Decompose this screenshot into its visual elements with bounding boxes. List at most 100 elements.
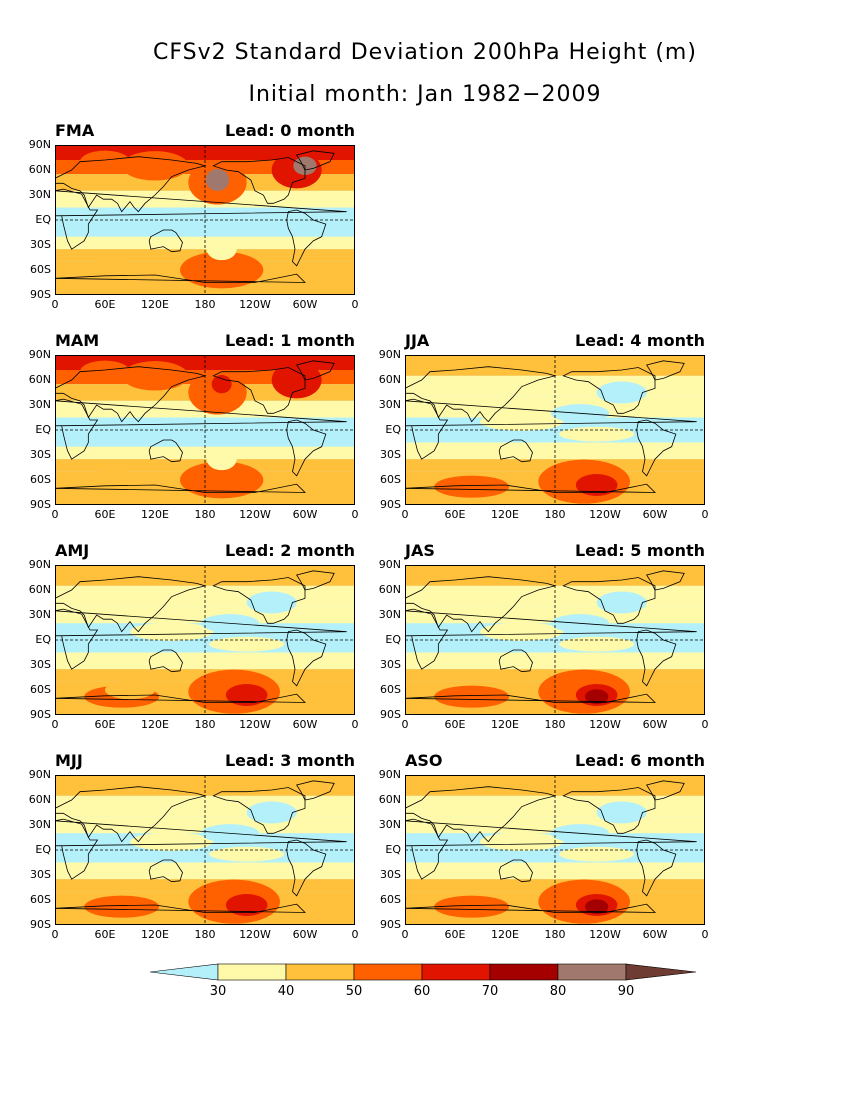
lat-tick-label: 90S — [380, 498, 401, 511]
lon-tick-label: 60W — [642, 508, 668, 521]
sd-anomaly-blob — [585, 899, 609, 914]
lat-tick-label: 30N — [28, 188, 51, 201]
colorbar-low-arrow — [150, 963, 219, 981]
lon-tick-label: 60W — [642, 928, 668, 941]
sd-anomaly-blob — [121, 361, 189, 391]
lat-tick-label: 60S — [380, 683, 401, 696]
lat-tick-label: 30S — [30, 868, 51, 881]
map-panel-fma: FMA Lead: 0 month 90N 60N 30N EQ 30S 60S 90S 0 60E… — [11, 121, 371, 325]
sd-anomaly-blob — [130, 832, 214, 851]
colorbar-segment — [489, 963, 559, 981]
coastline — [646, 360, 685, 381]
lat-tick-label: 30S — [380, 658, 401, 671]
lon-tick-label: 120W — [239, 508, 271, 521]
map-panel-amj: AMJ Lead: 2 month 90N 60N 30N EQ 30S 60S 90S 0 60E… — [11, 541, 371, 745]
map-field — [405, 775, 705, 925]
lon-tick-label: 0 — [51, 928, 59, 941]
panel-lead-label: Lead: 0 month — [224, 121, 355, 140]
lat-tick-label: 30N — [378, 608, 401, 621]
sd-anomaly-blob — [480, 832, 564, 851]
map-field — [55, 355, 355, 505]
sd-anomaly-blob — [206, 238, 237, 261]
lat-tick-label: 60S — [30, 473, 51, 486]
map-field — [55, 145, 355, 295]
sd-anomaly-blob — [209, 846, 285, 862]
colorbar — [150, 963, 697, 981]
coastline — [405, 398, 697, 460]
coastline — [55, 398, 347, 460]
colorbar-segment — [421, 963, 491, 981]
coastline — [55, 273, 306, 295]
lat-tick-label: 30N — [28, 818, 51, 831]
coastline — [498, 439, 533, 463]
sd-anomaly-blob — [188, 370, 247, 415]
lat-tick-label: 60N — [28, 163, 51, 176]
colorbar-tick-label: 90 — [617, 984, 635, 999]
lat-tick-label: 90S — [30, 288, 51, 301]
coastline — [55, 366, 207, 423]
panel-lead-label: Lead: 2 month — [224, 541, 355, 560]
sd-anomaly-blob — [246, 801, 297, 824]
lon-tick-label: 120W — [239, 718, 271, 731]
coastline — [562, 367, 656, 414]
lon-tick-label: 60W — [292, 928, 318, 941]
panel-season-label: AMJ — [55, 541, 90, 560]
lat-tick-label: 60S — [30, 683, 51, 696]
sd-anomaly-blob — [559, 636, 635, 652]
lon-tick-label: 60E — [94, 928, 116, 941]
lat-tick-label: 30S — [30, 448, 51, 461]
chart-title: CFSv2 Standard Deviation 200hPa Height (… — [153, 40, 697, 65]
lat-tick-label: 90S — [380, 708, 401, 721]
lat-tick-label: 90N — [28, 768, 51, 781]
lon-tick-label: 60W — [642, 718, 668, 731]
lon-tick-label: 120E — [491, 928, 519, 941]
lon-tick-label: 0 — [51, 298, 59, 311]
lat-tick-label: EQ — [385, 843, 401, 856]
lon-tick-label: 180 — [194, 928, 216, 941]
coastline — [55, 786, 207, 843]
lat-tick-label: 30S — [30, 238, 51, 251]
lon-tick-label: 120W — [589, 508, 621, 521]
lon-tick-label: 0 — [401, 508, 409, 521]
lon-tick-label: 120W — [239, 298, 271, 311]
lat-tick-label: 60N — [378, 583, 401, 596]
lat-tick-label: 60N — [28, 373, 51, 386]
sd-anomaly-blob — [80, 150, 130, 173]
lat-tick-label: 60N — [28, 583, 51, 596]
lat-tick-label: 90S — [30, 498, 51, 511]
sd-anomaly-blob — [121, 151, 189, 181]
lon-tick-label: 0 — [51, 718, 59, 731]
lat-tick-label: EQ — [35, 843, 51, 856]
colorbar-tick-label: 80 — [549, 984, 567, 999]
map-field — [55, 775, 355, 925]
panel-lead-label: Lead: 5 month — [574, 541, 705, 560]
map-frame — [55, 565, 355, 715]
coastline — [296, 360, 335, 381]
lat-tick-label: 90S — [380, 918, 401, 931]
colorbar-tick-label: 50 — [345, 984, 363, 999]
sd-anomaly-blob — [271, 361, 322, 399]
coastline — [148, 649, 183, 673]
lon-tick-label: 180 — [194, 508, 216, 521]
panel-season-label: MJJ — [55, 751, 83, 770]
colorbar-tick-label: 70 — [481, 984, 499, 999]
lon-tick-label: 0 — [401, 718, 409, 731]
lon-tick-label: 60W — [292, 298, 318, 311]
coastline — [296, 150, 335, 171]
lat-tick-label: 90N — [378, 768, 401, 781]
lon-tick-label: 120W — [589, 718, 621, 731]
lon-tick-label: 60E — [444, 508, 466, 521]
lon-tick-label: 60E — [94, 298, 116, 311]
lon-tick-label: 0 — [701, 508, 709, 521]
sd-anomaly-blob — [84, 260, 143, 283]
coastline — [636, 629, 677, 687]
colorbar-tick-label: 60 — [413, 984, 431, 999]
sd-anomaly-blob — [225, 684, 268, 706]
sd-anomaly-blob — [596, 801, 647, 824]
coastline — [148, 439, 183, 463]
coastline — [55, 156, 207, 213]
lat-tick-label: 60S — [30, 263, 51, 276]
coastline — [405, 818, 697, 880]
lat-tick-label: 30N — [378, 398, 401, 411]
lon-tick-label: 0 — [351, 508, 359, 521]
